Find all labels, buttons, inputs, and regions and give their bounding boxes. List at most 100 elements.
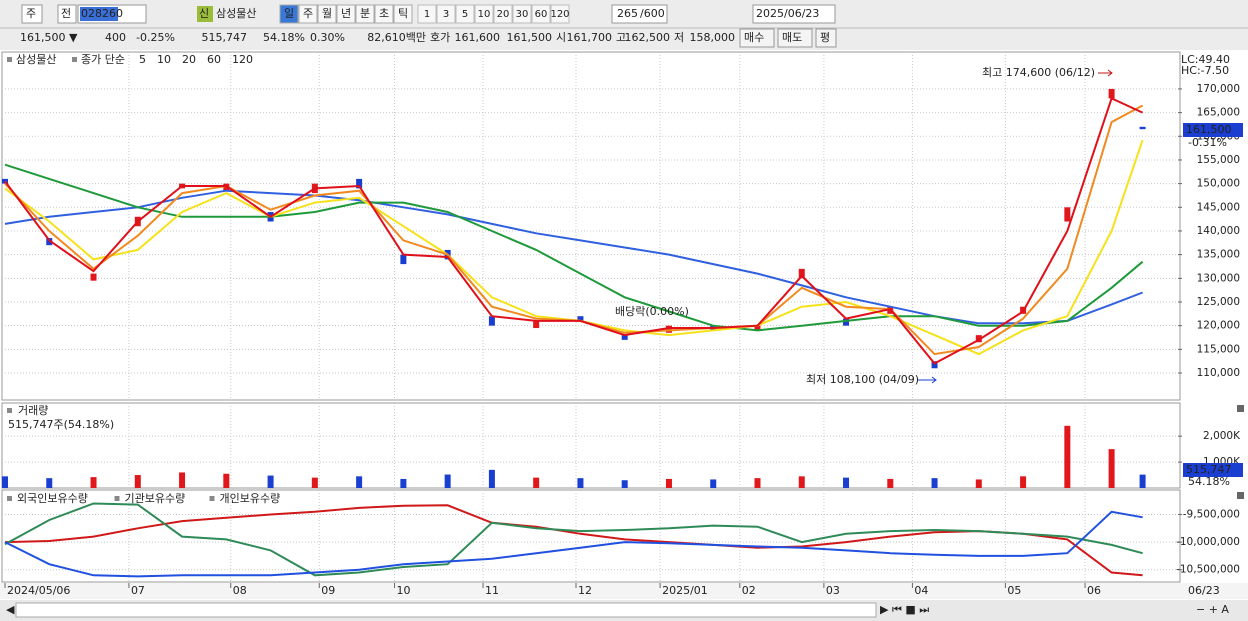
high-arrow: [1098, 69, 1113, 77]
legend-entry: 60: [207, 53, 221, 66]
prev-button[interactable]: [57, 4, 77, 24]
candle: [931, 361, 938, 369]
buy-button-label[interactable]: 매수: [744, 31, 764, 44]
volume-info: 515,747주(54.18%): [8, 418, 114, 431]
volume-bar: [931, 478, 938, 488]
y-tick-label: 135,000: [1197, 249, 1240, 261]
interval-button[interactable]: [474, 4, 494, 24]
market-select[interactable]: [21, 4, 43, 24]
interval-button[interactable]: [550, 4, 570, 24]
x-tick-label: 09: [321, 584, 335, 597]
avg-button-label[interactable]: 평: [820, 31, 830, 44]
zoom-controls[interactable]: − + A: [1196, 603, 1229, 616]
period[interactable]: 주: [303, 7, 313, 20]
y-tick-label: 150,000: [1197, 178, 1240, 190]
sell-button[interactable]: [777, 28, 813, 48]
y-tick-label: 120,000: [1197, 320, 1240, 332]
interval[interactable]: 30: [516, 9, 529, 20]
interval-button[interactable]: [512, 4, 532, 24]
prev[interactable]: 전: [61, 7, 71, 20]
interval-button[interactable]: [417, 4, 437, 24]
y-tick-label: 170,000: [1197, 83, 1240, 95]
candle: [665, 325, 672, 333]
period-button[interactable]: [355, 4, 375, 24]
panel-close[interactable]: [1237, 405, 1244, 412]
lc-label: LC:49.40: [1181, 53, 1230, 66]
interval-button[interactable]: [455, 4, 475, 24]
volume-bar: [488, 469, 495, 488]
stock-code[interactable]: 028260: [81, 7, 123, 20]
interval[interactable]: 3: [443, 9, 449, 20]
period-button[interactable]: [279, 4, 299, 24]
interval-button[interactable]: [493, 4, 513, 24]
buy-button[interactable]: [739, 28, 775, 48]
date-input[interactable]: [752, 4, 836, 24]
y-tick-label: 140,000: [1197, 225, 1240, 237]
stock-name: 삼성물산: [216, 7, 256, 20]
legend-entry: 10: [157, 53, 171, 66]
y-tick-label: 115,000: [1197, 343, 1240, 355]
x-tick-label: 2024/05/06: [7, 584, 70, 597]
volume-bar: [577, 478, 584, 488]
code-highlight: [80, 7, 118, 21]
period-button[interactable]: [336, 4, 356, 24]
panel-close[interactable]: [1237, 492, 1244, 499]
quote-volume-ratio: 54.18%: [263, 31, 305, 44]
volume-bar: [1020, 476, 1027, 488]
interval-button[interactable]: [436, 4, 456, 24]
interval[interactable]: 20: [497, 9, 510, 20]
legend-icon: [114, 496, 120, 501]
count: 265: [617, 7, 638, 20]
quote-turnover-rate: 0.30%: [310, 31, 345, 44]
volume-bar: [267, 475, 274, 488]
period-button[interactable]: [374, 4, 394, 24]
interval-button[interactable]: [531, 4, 551, 24]
candle: [843, 318, 850, 326]
x-tick-label: 04: [914, 584, 928, 597]
volume-bar: [843, 477, 850, 488]
price-panel: [1, 51, 1181, 401]
x-tick-label: 08: [233, 584, 247, 597]
x-tick-label: 02: [742, 584, 756, 597]
period[interactable]: 월: [322, 7, 332, 20]
candle: [754, 325, 761, 331]
scroll-left[interactable]: ◀: [6, 603, 15, 616]
legend-entry: 개인보유수량: [220, 492, 281, 505]
volume-bar: [975, 479, 982, 488]
last-volume: 515,747: [1186, 463, 1232, 476]
legend-icon: [209, 496, 215, 501]
last-change: -0.31%: [1188, 136, 1227, 149]
new-badge: 신: [199, 7, 209, 20]
interval[interactable]: 10: [478, 9, 491, 20]
candle: [577, 316, 584, 321]
interval[interactable]: 120: [550, 9, 569, 20]
period[interactable]: 년: [341, 7, 351, 20]
volume-bar: [754, 478, 761, 488]
volume-bar: [533, 477, 540, 488]
period-button[interactable]: [317, 4, 337, 24]
x-end-label: 06/23: [1188, 584, 1220, 597]
interval[interactable]: 5: [462, 9, 468, 20]
x-tick-label: 10: [397, 584, 411, 597]
x-tick-label: 07: [131, 584, 145, 597]
quote-price: 161,500 ▼: [20, 31, 78, 44]
scroll-right[interactable]: ▶ ⏮ ■ ⏭: [880, 603, 929, 616]
scroll-track[interactable]: [15, 602, 877, 618]
period-button[interactable]: [393, 4, 413, 24]
market[interactable]: 주: [26, 7, 36, 20]
candle: [356, 178, 363, 189]
interval[interactable]: 1: [424, 9, 430, 20]
volume-bar: [46, 478, 53, 488]
sell-button-label[interactable]: 매도: [782, 31, 802, 44]
line-series: [4, 189, 1143, 325]
interval[interactable]: 60: [535, 9, 548, 20]
avg-button[interactable]: [815, 28, 837, 48]
count-input[interactable]: [611, 4, 668, 24]
period[interactable]: 일: [284, 6, 294, 20]
period[interactable]: 분: [360, 7, 370, 20]
period[interactable]: 틱: [398, 7, 408, 20]
period[interactable]: 초: [379, 7, 389, 20]
x-tick-label: 05: [1007, 584, 1021, 597]
period-button[interactable]: [298, 4, 318, 24]
